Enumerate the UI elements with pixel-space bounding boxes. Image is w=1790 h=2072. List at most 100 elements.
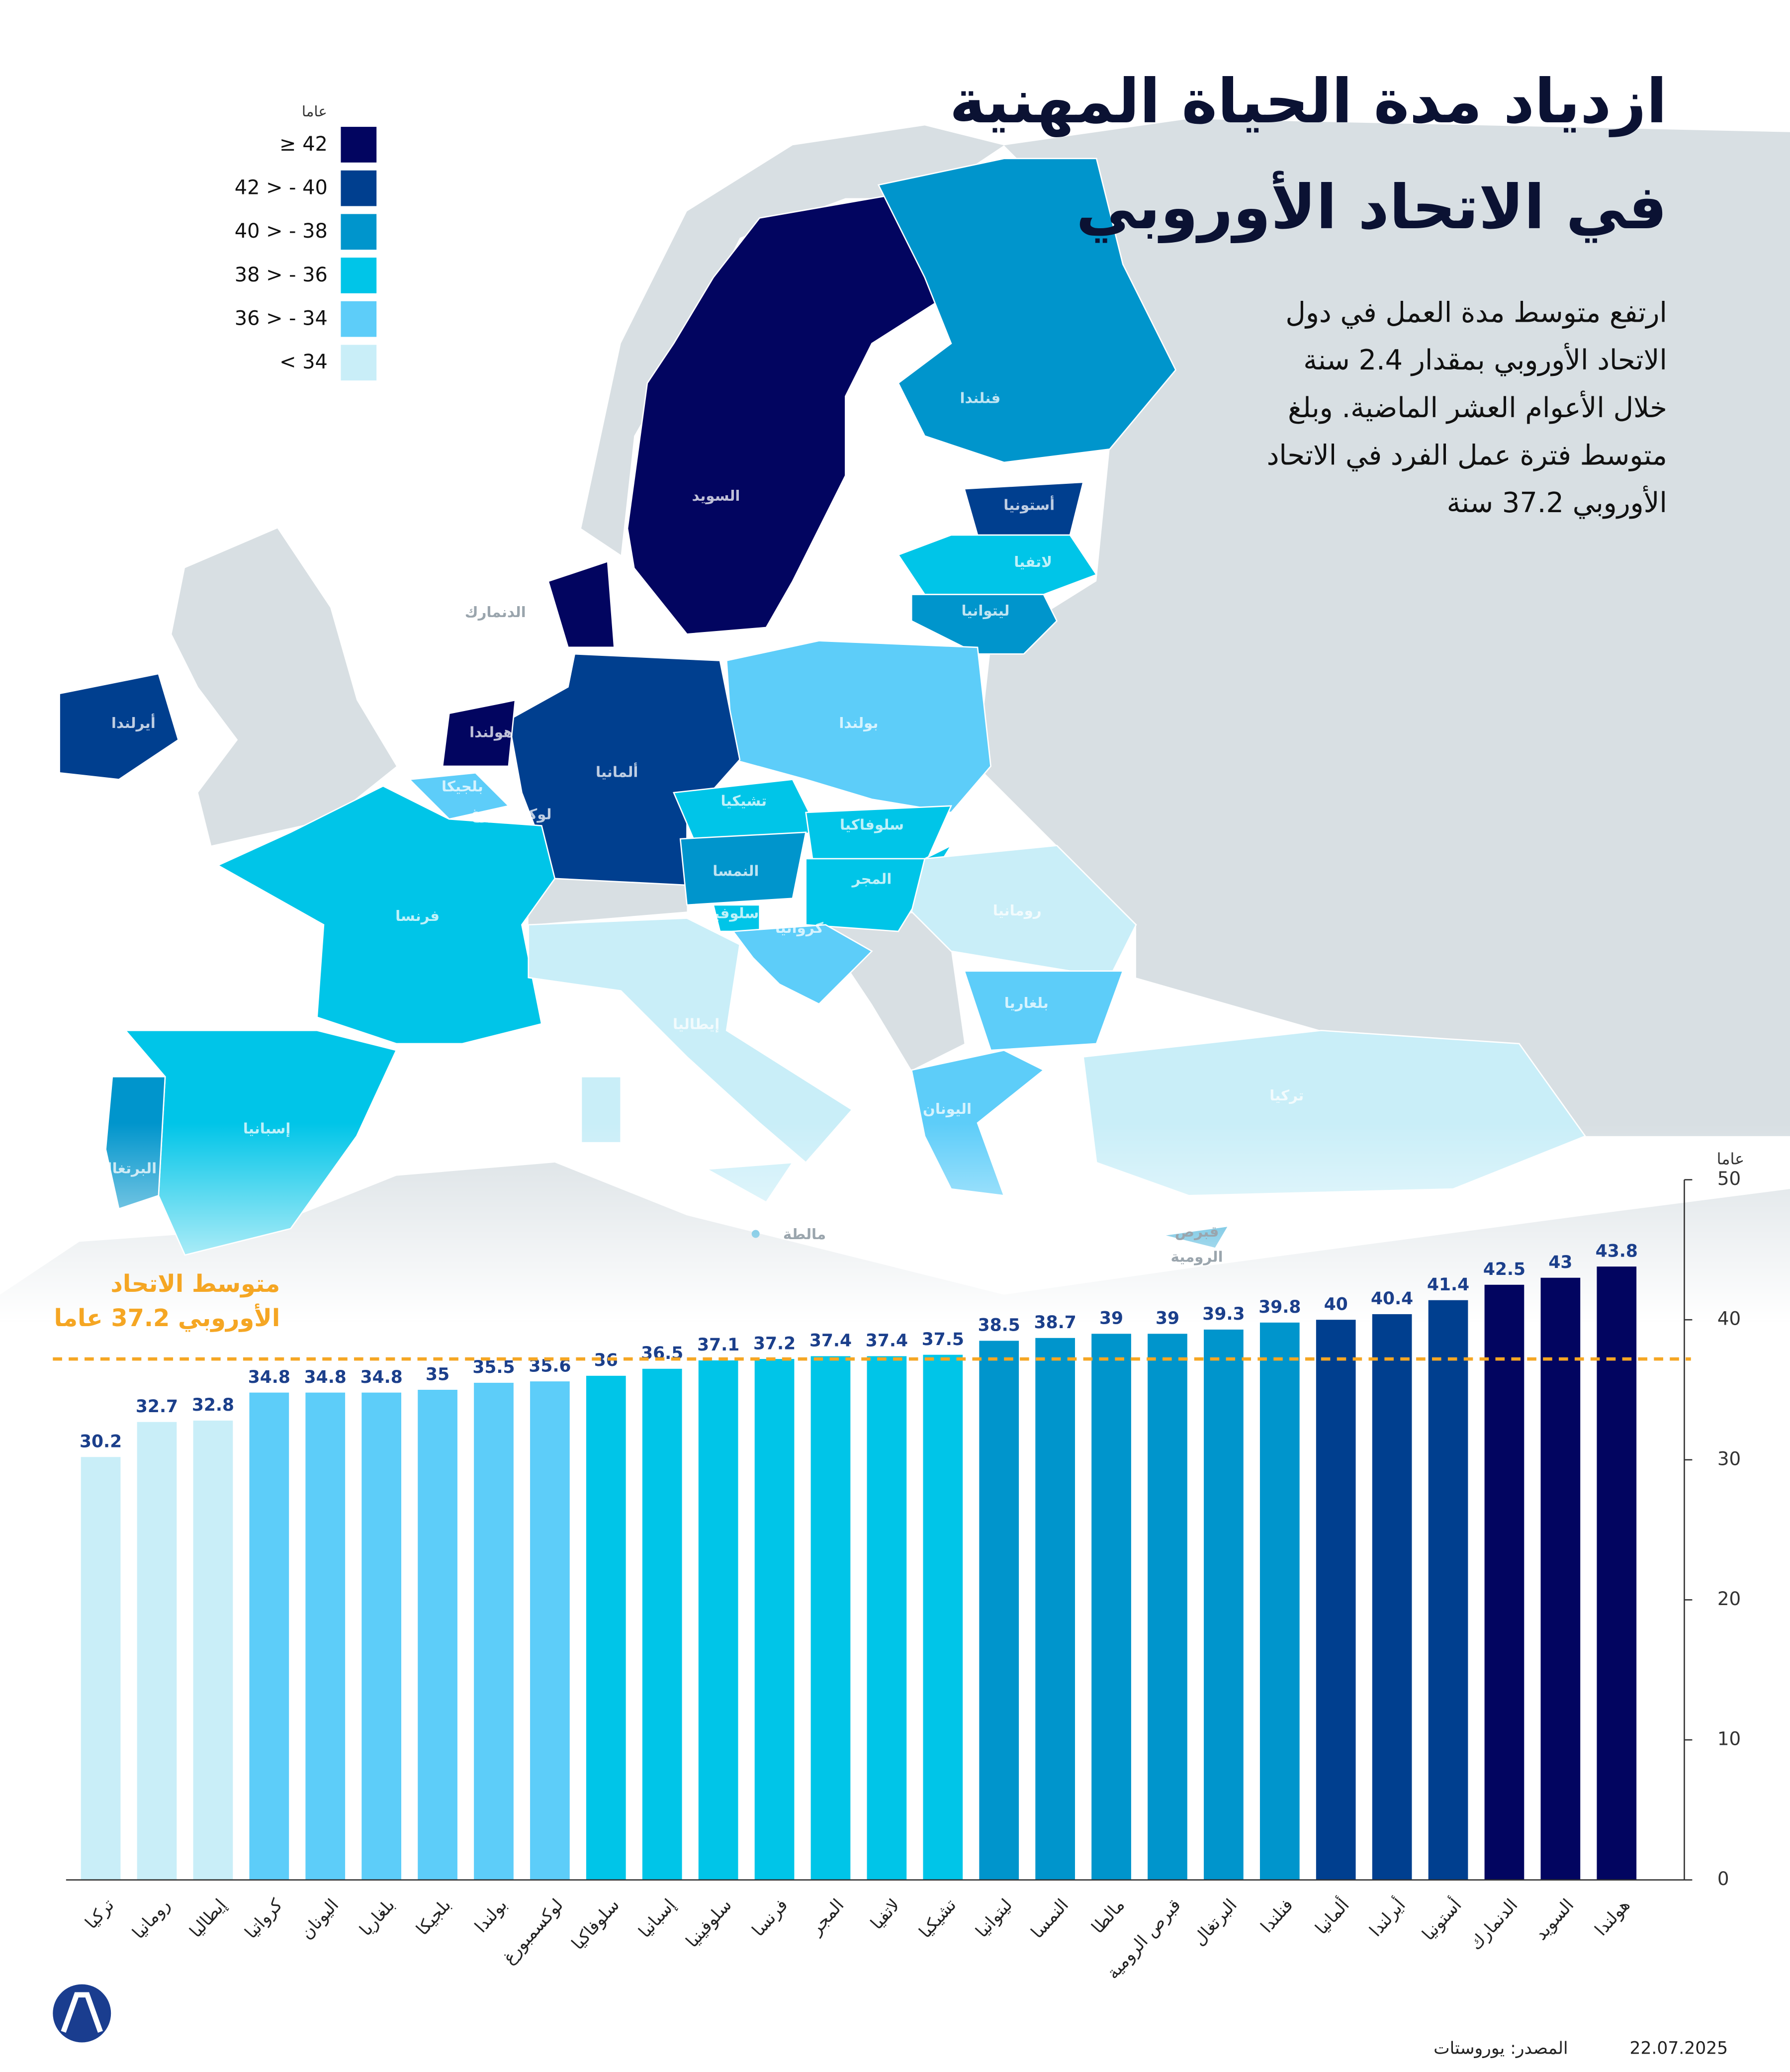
y-tick-label: 50 xyxy=(1717,1168,1741,1189)
bar xyxy=(867,1356,907,1880)
land xyxy=(581,125,1004,555)
y-tick-label: 20 xyxy=(1717,1588,1741,1610)
map-label: الرومية xyxy=(1171,1248,1223,1265)
country xyxy=(963,970,1124,1051)
value-label: 37.5 xyxy=(922,1330,964,1350)
map-label: البرتغال xyxy=(99,1160,157,1176)
value-label: 35.5 xyxy=(472,1357,515,1377)
value-label: 43 xyxy=(1548,1253,1572,1272)
header: ازدياد مدة الحياة المهنية في الاتحاد الأ… xyxy=(949,66,1667,243)
value-label: 37.4 xyxy=(866,1331,908,1351)
map-label: أيرلندا xyxy=(111,714,156,731)
country xyxy=(216,785,556,1045)
bar xyxy=(642,1368,682,1880)
value-label: 39.8 xyxy=(1258,1297,1301,1317)
logo-mark xyxy=(61,1992,103,2033)
value-label: 37.2 xyxy=(753,1334,796,1353)
source: المصدر: يوروستات xyxy=(1433,2038,1568,2058)
bar xyxy=(586,1375,626,1880)
bar xyxy=(923,1354,963,1880)
map-label: الدنمارك xyxy=(465,604,526,621)
value-label: 40.4 xyxy=(1371,1289,1413,1309)
title: في الاتحاد الأوروبي xyxy=(1076,171,1667,243)
country xyxy=(910,594,1058,655)
map-label: لاتفيا xyxy=(1014,553,1052,570)
bar xyxy=(810,1356,851,1880)
bar xyxy=(361,1392,402,1880)
map-label: رومانيا xyxy=(993,902,1042,919)
legend-swatch xyxy=(341,127,377,163)
value-label: 39.3 xyxy=(1202,1304,1245,1324)
country xyxy=(877,158,1177,463)
title: ازدياد مدة الحياة المهنية xyxy=(949,66,1667,137)
bar xyxy=(249,1392,289,1880)
bar xyxy=(1428,1300,1468,1880)
bar xyxy=(1316,1320,1356,1880)
map-label: أستونيا xyxy=(1003,496,1055,514)
logo xyxy=(53,1984,111,2043)
bar xyxy=(1372,1314,1412,1880)
value-label: 37.1 xyxy=(697,1335,739,1355)
value-label: 34.8 xyxy=(304,1367,347,1387)
map-label: قبرص xyxy=(1175,1223,1219,1240)
legend-label: ≥ 42 xyxy=(279,133,328,156)
value-label: 41.4 xyxy=(1427,1275,1469,1295)
map-label: تشيكيا xyxy=(721,793,767,810)
legend-swatch xyxy=(341,170,377,206)
legend-label: < 34 xyxy=(279,351,328,373)
map-label: سلوفاكيا xyxy=(840,816,904,833)
legend-label: 42 > - 40 xyxy=(235,176,328,199)
bar xyxy=(698,1360,738,1880)
value-label: 43.8 xyxy=(1596,1241,1638,1261)
bar xyxy=(1540,1277,1581,1880)
value-label: 39 xyxy=(1156,1309,1179,1329)
map-label: السويد xyxy=(692,487,740,504)
map-label: بلجيكا xyxy=(442,778,483,795)
map-label: تركيا xyxy=(1269,1087,1304,1104)
country xyxy=(679,831,807,906)
date: 22.07.2025 xyxy=(1630,2038,1728,2058)
country xyxy=(59,673,179,780)
map-label: إيطاليا xyxy=(673,1016,719,1033)
country xyxy=(547,560,615,648)
land xyxy=(528,878,687,925)
bar xyxy=(1597,1266,1637,1880)
bar xyxy=(754,1359,795,1880)
y-axis-label: عاما xyxy=(1717,1150,1745,1169)
bar xyxy=(193,1420,233,1880)
value-label: 32.8 xyxy=(192,1395,234,1415)
subtitle: الأوروبي 37.2 سنة xyxy=(1447,486,1667,519)
map-label: فنلندا xyxy=(960,389,1000,406)
country xyxy=(897,534,1098,595)
map-label: مالطة xyxy=(783,1226,826,1243)
bar xyxy=(1484,1284,1524,1880)
map-label: سلوفينيا xyxy=(697,905,759,922)
legend-swatch xyxy=(341,301,377,337)
map-label: فرنسا xyxy=(395,907,440,924)
bar xyxy=(1259,1322,1300,1880)
map-label: بلغاريا xyxy=(1004,994,1049,1011)
bar xyxy=(474,1382,514,1880)
map-label: بولندا xyxy=(839,715,878,731)
value-label: 42.5 xyxy=(1483,1260,1525,1279)
subtitle: متوسط فترة عمل الفرد في الاتحاد xyxy=(1267,439,1667,471)
subtitle: ارتفع متوسط مدة العمل في دول xyxy=(1285,296,1667,329)
country xyxy=(408,772,510,820)
bar xyxy=(418,1389,457,1880)
legend-unit: عاما xyxy=(302,103,327,120)
country xyxy=(508,653,741,886)
average-label: متوسط الاتحاد xyxy=(110,1270,280,1298)
subtitle: خلال الأعوام العشر الماضية. وبلغ xyxy=(1288,391,1667,424)
legend-label: 38 > - 36 xyxy=(235,264,328,286)
subtitle: الاتحاد الأوروبي بمقدار 2.4 سنة xyxy=(1303,343,1667,376)
bar xyxy=(979,1341,1019,1880)
value-label: 35 xyxy=(426,1364,449,1384)
country xyxy=(442,699,516,767)
legend-label: 40 > - 38 xyxy=(235,220,328,243)
bar xyxy=(137,1422,177,1880)
value-label: 34.8 xyxy=(360,1367,403,1387)
map-label: ألمانيا xyxy=(596,762,638,780)
map-label: هولندا xyxy=(469,724,513,741)
value-label: 30.2 xyxy=(80,1432,122,1451)
